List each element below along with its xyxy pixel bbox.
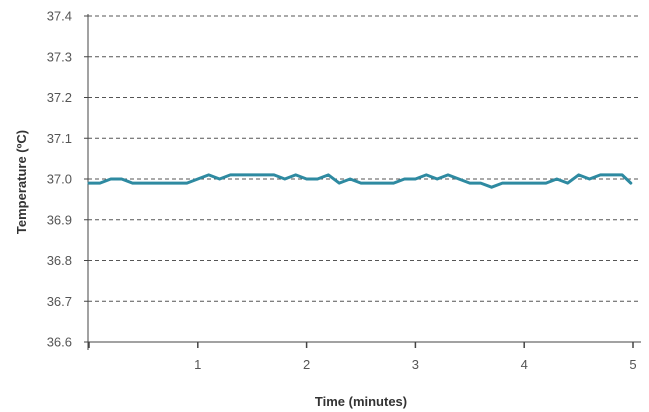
y-tick-label: 37.4 — [47, 9, 72, 24]
x-tick-label: 2 — [303, 357, 310, 372]
y-tick-label: 37.1 — [47, 131, 72, 146]
x-tick-label: 1 — [194, 357, 201, 372]
y-tick-label: 37.3 — [47, 49, 72, 64]
x-tick-label: 4 — [521, 357, 528, 372]
grid-lines — [88, 15, 641, 302]
y-axis-title: Temperature (ºC) — [14, 130, 29, 234]
y-tick-label: 36.8 — [47, 253, 72, 268]
y-tick-label: 36.7 — [47, 294, 72, 309]
y-tick-label: 37.2 — [47, 90, 72, 105]
y-tick-label: 37.0 — [47, 172, 72, 187]
y-tick-label: 36.9 — [47, 212, 72, 227]
x-tick-label: 5 — [629, 357, 636, 372]
series-group — [87, 173, 633, 189]
x-axis-title: Time (minutes) — [315, 394, 407, 409]
x-tick-label: 3 — [412, 357, 419, 372]
y-tick-labels: 36.6 36.7 36.8 36.9 37.0 37.1 37.2 37.3 37.4 — [47, 9, 72, 350]
y-tick-label: 36.6 — [47, 335, 72, 350]
x-tick-labels: 1 2 3 4 5 — [194, 357, 636, 372]
series-line — [87, 173, 633, 189]
